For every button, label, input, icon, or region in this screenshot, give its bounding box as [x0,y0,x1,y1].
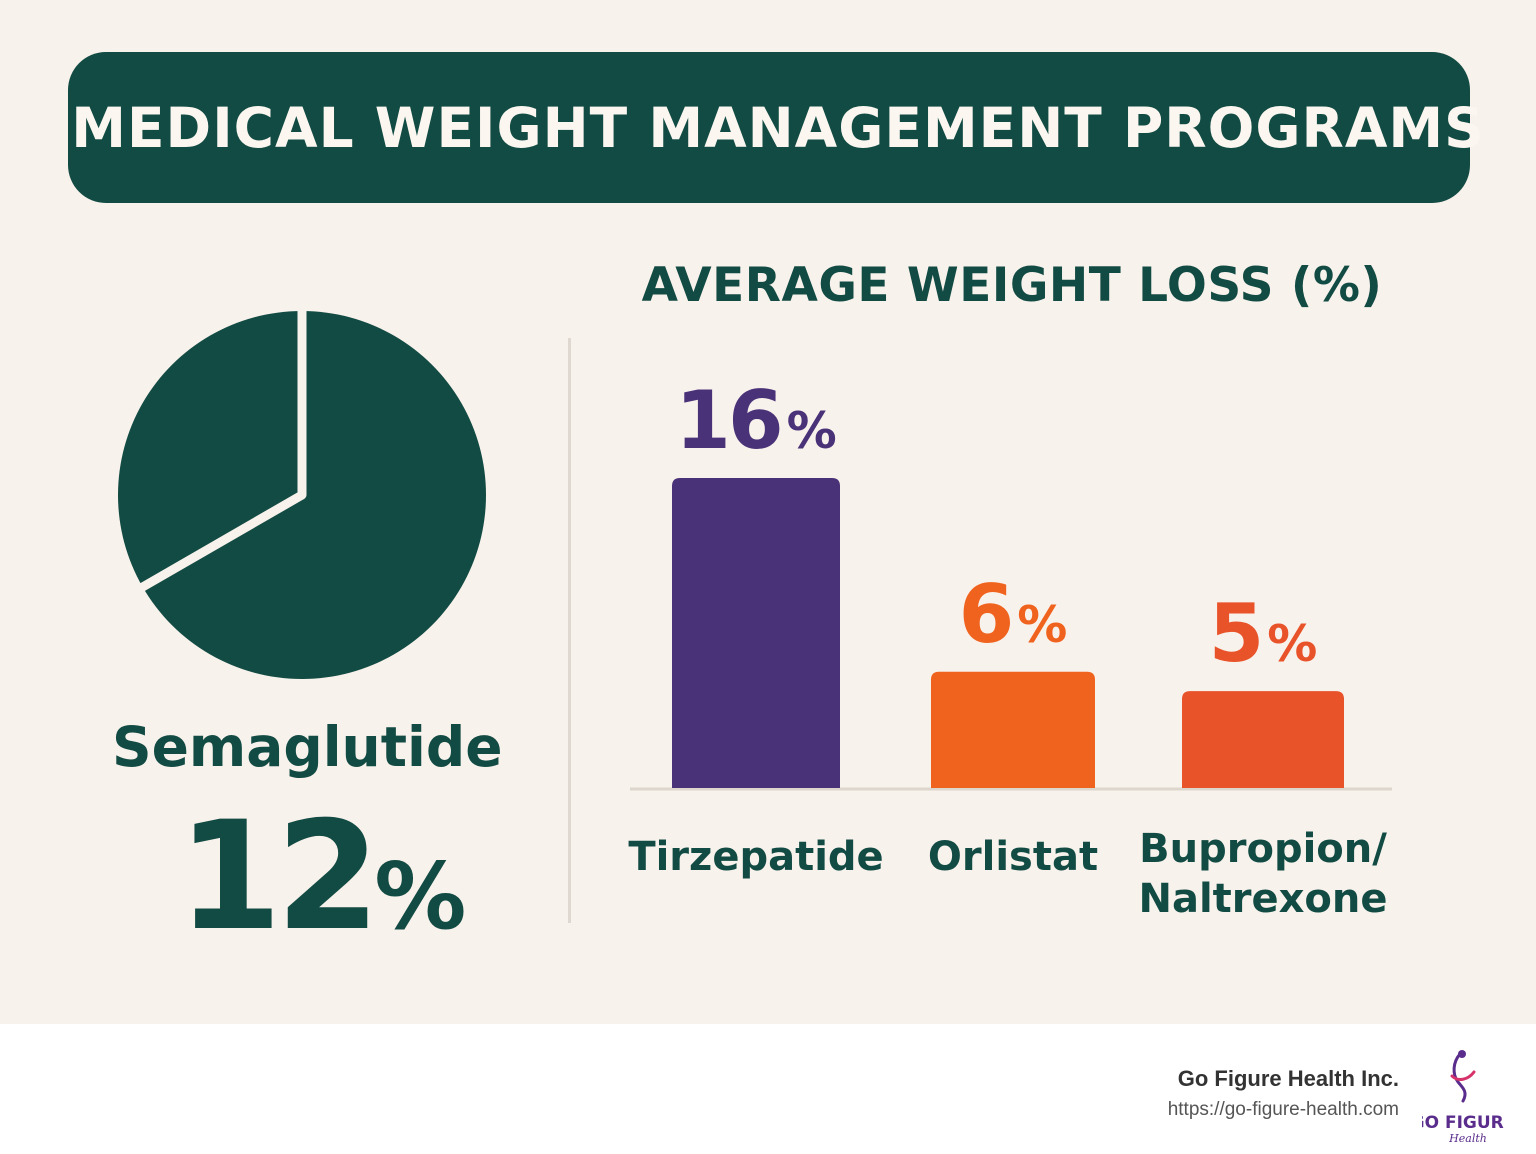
pie-separator-2 [138,491,305,592]
footer: Go Figure Health Inc. https://go-figure-… [0,1024,1536,1154]
go-figure-logo: GO FIGURE Health [1411,1048,1515,1145]
infographic: MEDICAL WEIGHT MANAGEMENT PROGRAMS Semag… [0,0,1536,1024]
semaglutide-value-number: 12 [177,790,381,964]
bar-chart: 16 % Tirzepatide 6 % Orlistat 5 % Bupropion/Nalt… [628,374,1392,922]
logo-text: GO FIGURE [1422,1113,1504,1133]
bar-value-label-3: 5% [1209,587,1318,680]
company-name: Go Figure Health Inc. [1177,1066,1399,1091]
company-url: https://go-figure-health.com [1167,1099,1399,1120]
title-banner: MEDICAL WEIGHT MANAGEMENT PROGRAMS [68,52,1484,203]
bar-value-label-1: 16% [675,374,836,467]
category-label-2: Orlistat [928,834,1098,880]
semaglutide-value-unit: % [374,843,467,950]
pie-chart [112,305,492,685]
logo-icon: GO FIGURE Health [1411,1050,1515,1145]
bar-3 [1182,691,1344,788]
pie-slice-1 [142,311,487,679]
bar-2 [931,671,1095,788]
pie-center-joint [297,490,307,500]
category-label-1: Tirzepatide [628,834,883,880]
bar-value-label-2: 6% [959,568,1068,661]
page-title: MEDICAL WEIGHT MANAGEMENT PROGRAMS [71,95,1485,160]
bar-chart-title: AVERAGE WEIGHT LOSS (%) [641,258,1383,313]
category-label-3: Bupropion/Naltrexone [1138,826,1387,922]
logo-script: Health [1448,1132,1487,1144]
section-divider [568,338,571,923]
pie-chart-svg [118,309,487,679]
semaglutide-value: 12% [112,790,532,964]
bar-1 [672,478,840,788]
semaglutide-label: Semaglutide [112,715,503,779]
